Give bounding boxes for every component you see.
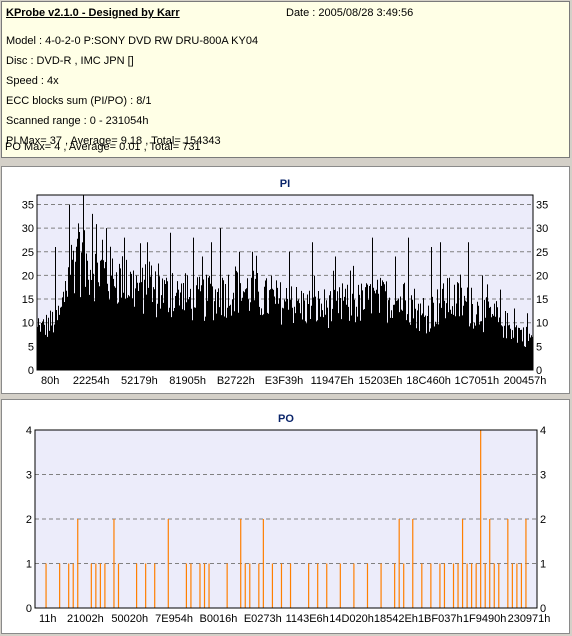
info-ecc-sum: ECC blocks sum (PI/PO) : 8/1 [6, 95, 152, 107]
info-model: Model : 4-0-2-0 P:SONY DVD RW DRU-800A K… [6, 35, 259, 47]
pi-xtick-label: 80h [41, 375, 59, 387]
po-plot-area [35, 430, 537, 608]
pi-ytick-left: 5 [28, 341, 34, 353]
pi-ytick-left: 0 [28, 365, 34, 377]
app-title: KProbe v2.1.0 - Designed by Karr [6, 7, 180, 19]
info-po-stats: PO Max= 4 , Average= 0.01 , Total= 731 [5, 141, 201, 153]
po-ytick-left: 4 [26, 425, 32, 437]
pi-chart-panel: PI 0 0 5 5 10 10 15 15 20 20 25 25 30 30 35 35 80h 22254h 5… [1, 166, 570, 394]
pi-ytick-right: 35 [536, 199, 548, 211]
pi-xtick-label: 22254h [73, 375, 110, 387]
info-disc: Disc : DVD-R , IMC JPN [] [6, 55, 134, 67]
pi-xtick-label: B2722h [217, 375, 255, 387]
po-ytick-right: 0 [540, 603, 546, 615]
po-chart-panel: PO 0 0 1 1 2 2 3 3 4 4 11h 21002h 50020h 7E954h B0016h E… [1, 399, 570, 634]
po-xtick-label: 230971h [508, 613, 551, 625]
po-chart: PO 0 0 1 1 2 2 3 3 4 4 11h 21002h 50020h 7E954h B0016h E… [26, 413, 551, 625]
pi-ytick-left: 25 [22, 247, 34, 259]
po-xtick-label: 1BF037h [418, 613, 463, 625]
po-ytick-left: 2 [26, 514, 32, 526]
pi-xtick-label: 81905h [169, 375, 206, 387]
pi-xtick-label: E3F39h [265, 375, 304, 387]
po-xtick-label: B0016h [199, 613, 237, 625]
pi-ytick-left: 15 [22, 294, 34, 306]
po-xtick-label: 21002h [67, 613, 104, 625]
pi-xtick-label: 18C460h [406, 375, 451, 387]
po-xtick-label: 11h [39, 613, 57, 625]
pi-xtick-label: 52179h [121, 375, 158, 387]
pi-xtick-label: 1C7051h [454, 375, 499, 387]
po-xtick-label: E0273h [244, 613, 282, 625]
pi-chart-title: PI [280, 178, 290, 190]
po-xtick-label: 50020h [111, 613, 148, 625]
pi-ytick-right: 0 [536, 365, 542, 377]
info-speed: Speed : 4x [6, 75, 59, 87]
pi-ytick-right: 20 [536, 270, 548, 282]
po-ytick-right: 4 [540, 425, 546, 437]
po-xtick-label: 14D020h [329, 613, 374, 625]
pi-xtick-label: 200457h [504, 375, 547, 387]
pi-ytick-left: 35 [22, 199, 34, 211]
pi-ytick-right: 25 [536, 247, 548, 259]
po-ytick-right: 2 [540, 514, 546, 526]
po-ytick-right: 1 [540, 559, 546, 571]
pi-xtick-label: 15203Eh [358, 375, 402, 387]
po-ytick-left: 0 [26, 603, 32, 615]
pi-chart: PI 0 0 5 5 10 10 15 15 20 20 25 25 30 30 35 35 80h 22254h 5… [22, 178, 549, 387]
pi-ytick-left: 30 [22, 223, 34, 235]
pi-ytick-left: 10 [22, 318, 34, 330]
po-ytick-left: 1 [26, 559, 32, 571]
scan-date: Date : 2005/08/28 3:49:56 [286, 7, 414, 19]
pi-xtick-label: 11947Eh [311, 375, 354, 387]
po-xtick-label: 1143E6h [286, 613, 329, 625]
pi-ytick-right: 5 [536, 341, 542, 353]
po-ytick-left: 3 [26, 470, 32, 482]
pi-plot-border [36, 194, 534, 371]
po-chart-title: PO [278, 413, 294, 425]
po-xtick-label: 18542Eh [374, 613, 418, 625]
info-pi-stats: PI Max= 37 , Average= 9.18 , Total= 1543… [6, 135, 221, 147]
pi-ytick-right: 15 [536, 294, 548, 306]
pi-ytick-right: 30 [536, 223, 548, 235]
pi-ytick-right: 10 [536, 318, 548, 330]
po-ytick-right: 3 [540, 470, 546, 482]
po-xtick-label: 7E954h [155, 613, 193, 625]
pi-ytick-left: 20 [22, 270, 34, 282]
info-scanned-range: Scanned range : 0 - 231054h [6, 115, 149, 127]
po-plot-border [34, 429, 538, 609]
info-panel: KProbe v2.1.0 - Designed by Karr Date : … [1, 1, 570, 158]
po-xtick-label: 1F9490h [463, 613, 506, 625]
